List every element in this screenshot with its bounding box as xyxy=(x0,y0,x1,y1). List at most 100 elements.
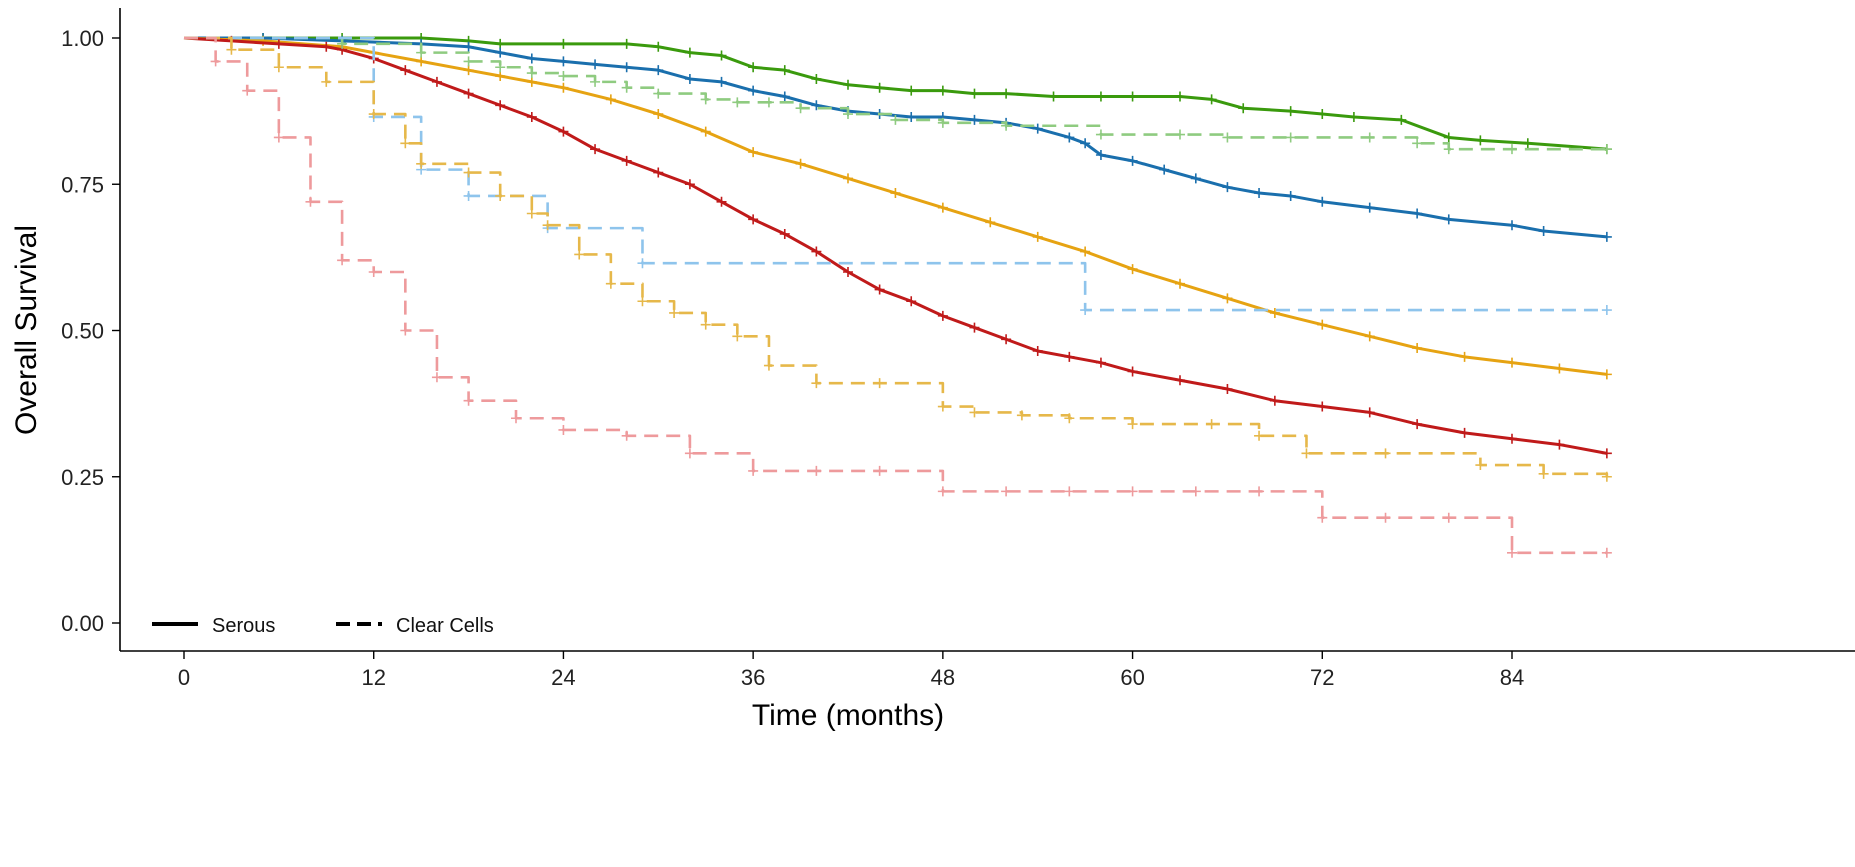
censor-mark xyxy=(1364,331,1375,342)
censor-mark xyxy=(1254,430,1265,441)
censor-mark xyxy=(748,214,759,225)
censor-mark xyxy=(1285,132,1296,143)
censor-mark xyxy=(843,267,853,277)
y-tick-label: 0.00 xyxy=(61,611,104,636)
censor-mark xyxy=(1159,164,1170,175)
censor-mark xyxy=(1443,132,1454,143)
censor-mark xyxy=(495,62,506,73)
y-tick-label: 0.25 xyxy=(61,465,104,490)
censor-mark xyxy=(226,44,237,55)
censor-mark xyxy=(1601,448,1612,459)
censor-mark xyxy=(779,91,790,102)
censor-mark xyxy=(811,73,822,84)
censor-mark xyxy=(969,114,980,125)
y-axis-title: Overall Survival xyxy=(10,225,43,435)
censor-mark xyxy=(558,126,569,137)
censor-mark xyxy=(684,448,695,459)
censor-mark xyxy=(605,278,616,289)
censor-mark xyxy=(985,217,996,228)
censor-mark xyxy=(1380,512,1391,523)
censor-mark xyxy=(1522,138,1533,149)
censor-mark xyxy=(874,465,885,476)
censor-mark xyxy=(1095,129,1106,140)
censor-mark xyxy=(400,65,411,76)
censor-mark xyxy=(463,88,474,99)
censor-mark xyxy=(748,62,759,73)
censor-mark xyxy=(1269,307,1280,318)
censor-mark xyxy=(1127,366,1138,377)
censor-mark xyxy=(1032,231,1043,242)
censor-mark xyxy=(1412,343,1423,354)
censor-mark xyxy=(1080,246,1091,257)
censor-mark xyxy=(1412,419,1423,430)
censor-mark xyxy=(843,109,853,120)
censor-mark xyxy=(1080,305,1091,316)
censor-mark xyxy=(1538,468,1549,479)
censor-mark xyxy=(621,155,632,166)
censor-mark xyxy=(321,41,332,52)
censor-mark xyxy=(558,424,569,435)
censor-mark xyxy=(1317,196,1328,207)
censor-mark xyxy=(1380,448,1391,459)
censor-mark xyxy=(937,310,948,321)
censor-mark xyxy=(637,296,648,307)
censor-mark xyxy=(1507,220,1517,231)
censor-mark xyxy=(1127,264,1138,275)
censor-mark xyxy=(843,173,853,184)
censor-mark xyxy=(1048,91,1059,102)
x-tick-label: 24 xyxy=(551,665,575,690)
censor-mark xyxy=(700,319,711,330)
censor-mark xyxy=(684,47,695,58)
censor-mark xyxy=(1301,448,1312,459)
censor-mark xyxy=(1364,407,1375,418)
censor-mark xyxy=(1443,512,1454,523)
censor-mark xyxy=(526,76,537,87)
censor-mark xyxy=(1175,129,1185,140)
censor-mark xyxy=(890,188,901,199)
censor-mark xyxy=(1538,226,1549,237)
censor-mark xyxy=(1269,395,1280,406)
censor-mark xyxy=(1206,94,1217,105)
censor-mark xyxy=(1348,111,1359,122)
censor-mark xyxy=(321,76,332,87)
censor-mark xyxy=(843,79,853,90)
censor-mark xyxy=(558,56,569,67)
censor-mark xyxy=(811,246,822,257)
censor-mark xyxy=(890,114,901,125)
censor-mark xyxy=(1459,427,1470,438)
legend-clear-cells-label: Clear Cells xyxy=(396,615,494,637)
series-line-4-dashed xyxy=(184,36,1607,151)
censor-mark xyxy=(1554,363,1565,374)
censor-mark xyxy=(463,190,474,201)
censor-mark xyxy=(937,401,948,412)
censor-mark xyxy=(1601,144,1612,155)
censor-mark xyxy=(1475,460,1486,471)
censor-mark xyxy=(463,65,474,76)
censor-mark xyxy=(779,65,790,76)
censor-mark xyxy=(1001,88,1012,99)
censor-mark xyxy=(558,38,569,49)
censor-mark xyxy=(526,53,537,64)
censor-mark xyxy=(700,126,711,137)
censor-mark xyxy=(463,41,474,52)
censor-mark xyxy=(653,167,664,178)
censor-mark xyxy=(1222,293,1233,304)
censor-mark xyxy=(653,65,664,76)
y-tick-label: 0.75 xyxy=(61,172,104,197)
censor-mark xyxy=(1222,384,1233,394)
censor-mark xyxy=(1001,334,1012,345)
censor-mark xyxy=(526,68,537,79)
censor-mark xyxy=(1095,357,1106,368)
censor-mark xyxy=(1412,138,1423,149)
censor-mark xyxy=(700,94,711,105)
censor-mark xyxy=(590,144,601,155)
x-tick-label: 72 xyxy=(1310,665,1334,690)
censor-mark xyxy=(463,395,474,406)
censor-mark xyxy=(1507,144,1517,155)
censor-mark xyxy=(1206,419,1217,430)
censor-mark xyxy=(1601,369,1612,380)
censor-mark xyxy=(1032,123,1043,134)
censor-mark xyxy=(621,430,632,441)
series-line-5-dashed xyxy=(184,36,1607,312)
